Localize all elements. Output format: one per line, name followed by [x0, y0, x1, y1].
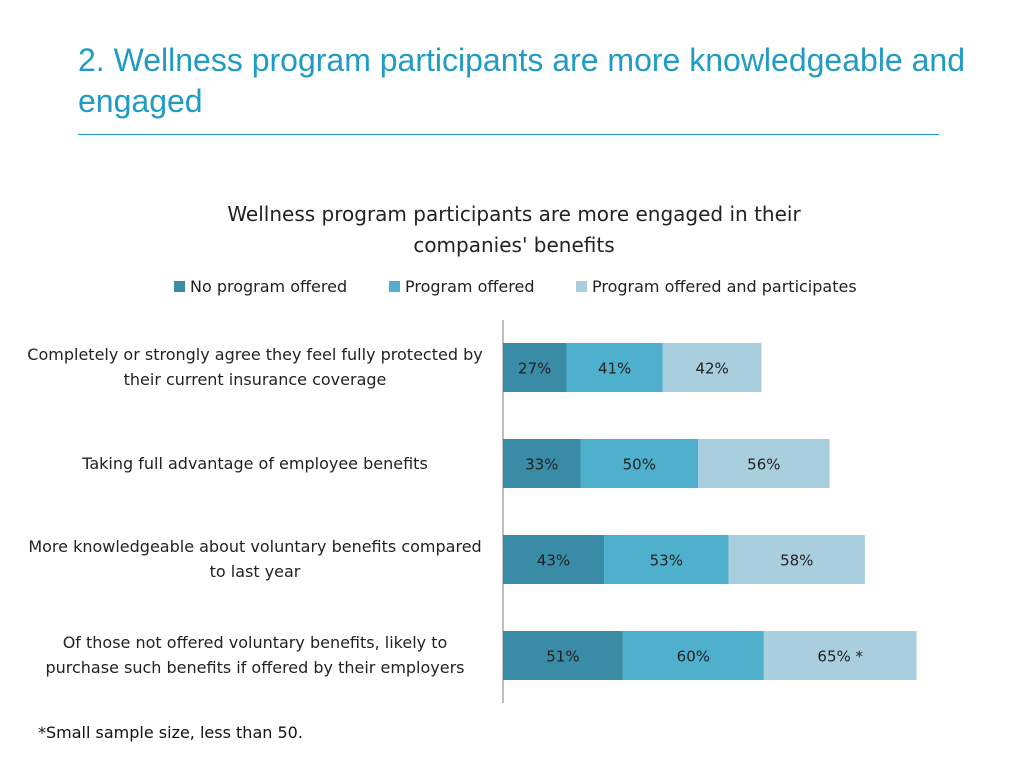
bar-segment	[503, 535, 605, 584]
data-label: 41%	[598, 360, 631, 378]
legend-label-no-program: No program offered	[190, 277, 348, 296]
legend-item-program-offered: Program offered	[389, 277, 534, 296]
legend-swatch-participates	[576, 281, 587, 292]
data-label: 53%	[650, 552, 683, 570]
title-divider	[78, 134, 939, 135]
bar-segment	[604, 535, 729, 584]
bar-segment	[728, 535, 865, 584]
data-label: 33%	[525, 456, 558, 474]
category-label: Taking full advantage of employee benefi…	[82, 454, 428, 473]
category-label: Completely or strongly agree they feel f…	[27, 345, 483, 389]
data-label: 56%	[747, 456, 780, 474]
bar-segment	[503, 439, 581, 488]
bar-segment	[698, 439, 830, 488]
bar-segment	[503, 631, 623, 680]
legend-swatch-program-offered	[389, 281, 400, 292]
data-label: 43%	[537, 552, 570, 570]
data-label: 50%	[623, 456, 656, 474]
data-label: 27%	[518, 360, 551, 378]
data-label: 51%	[546, 648, 579, 666]
slide-title: 2. Wellness program participants are mor…	[78, 42, 965, 119]
data-label: 42%	[695, 360, 728, 378]
legend-item-participates: Program offered and participates	[576, 277, 857, 296]
legend-swatch-no-program	[174, 281, 185, 292]
data-label: 60%	[677, 648, 710, 666]
bar-segment	[503, 343, 567, 392]
chart-legend: No program offered Program offered Progr…	[0, 277, 1024, 299]
bar-segment	[662, 343, 762, 392]
bar-segment	[566, 343, 663, 392]
bar-segment	[763, 631, 917, 680]
category-label: Of those not offered voluntary benefits,…	[45, 633, 465, 677]
footnote: *Small sample size, less than 50.	[38, 723, 303, 742]
category-label: More knowledgeable about voluntary benef…	[28, 537, 482, 581]
legend-label-program-offered: Program offered	[405, 277, 535, 296]
legend-item-no-program: No program offered	[174, 277, 347, 296]
legend-label-participates: Program offered and participates	[592, 277, 857, 296]
bar-segment	[580, 439, 699, 488]
bar-segment	[622, 631, 764, 680]
data-label: 58%	[780, 552, 813, 570]
chart-title: Wellness program participants are more e…	[227, 202, 801, 257]
data-label: 65% *	[817, 648, 863, 666]
